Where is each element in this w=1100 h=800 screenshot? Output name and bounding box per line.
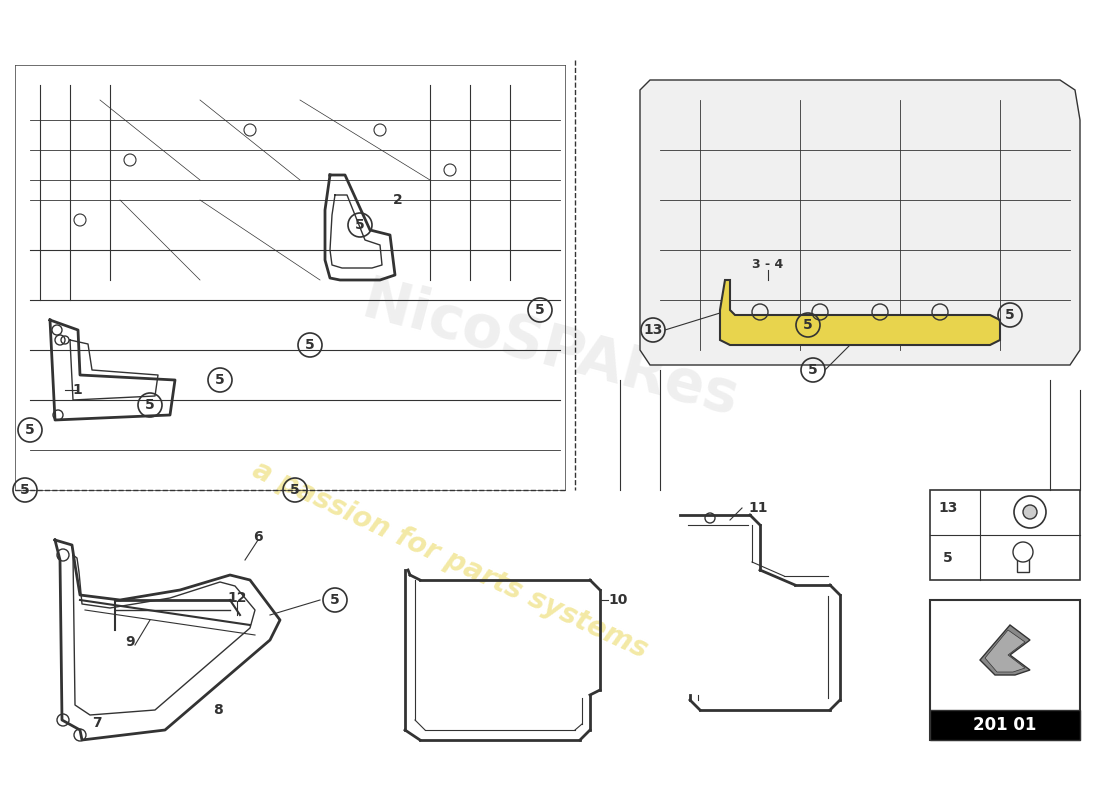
Polygon shape (720, 280, 1000, 345)
Text: a passion for parts systems: a passion for parts systems (248, 456, 652, 664)
Text: 5: 5 (305, 338, 315, 352)
Text: 7: 7 (92, 716, 102, 730)
Text: 12: 12 (228, 591, 246, 605)
Text: 5: 5 (290, 483, 300, 497)
Bar (930, 710, 1080, 740)
Text: 5: 5 (943, 551, 953, 565)
Text: 201 01: 201 01 (974, 716, 1036, 734)
Bar (1018, 552, 1028, 572)
Polygon shape (640, 80, 1080, 365)
Text: 5: 5 (535, 303, 544, 317)
Text: 5: 5 (355, 218, 365, 232)
Text: 5: 5 (20, 483, 30, 497)
Text: NicoSPARes: NicoSPARes (355, 272, 745, 428)
Polygon shape (980, 625, 1030, 675)
Text: 3 - 4: 3 - 4 (752, 258, 783, 271)
Text: 11: 11 (748, 501, 768, 515)
Circle shape (1023, 505, 1037, 519)
Text: 10: 10 (608, 593, 627, 607)
Text: 8: 8 (213, 703, 223, 717)
Text: 9: 9 (125, 635, 135, 649)
Text: 13: 13 (938, 501, 958, 515)
Circle shape (1013, 542, 1033, 562)
Text: 5: 5 (1005, 308, 1015, 322)
Text: 5: 5 (808, 363, 818, 377)
Text: 5: 5 (25, 423, 35, 437)
Text: 5: 5 (803, 318, 813, 332)
Circle shape (1014, 496, 1046, 528)
Polygon shape (984, 630, 1025, 672)
Text: 2: 2 (393, 193, 403, 207)
Text: 13: 13 (644, 323, 662, 337)
Text: 1: 1 (73, 383, 81, 397)
Bar (930, 600, 1080, 740)
Text: 5: 5 (216, 373, 224, 387)
Bar (930, 490, 1080, 580)
Text: 6: 6 (253, 530, 263, 544)
Text: 5: 5 (145, 398, 155, 412)
Text: 5: 5 (330, 593, 340, 607)
